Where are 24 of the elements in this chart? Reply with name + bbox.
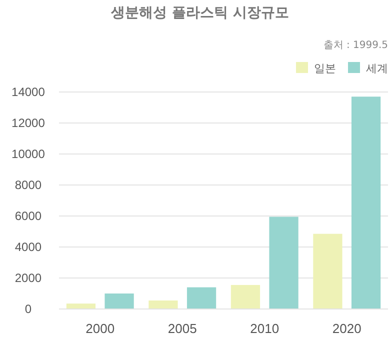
bar (104, 294, 134, 309)
bar (66, 304, 96, 309)
y-tick-label: 14000 (12, 84, 46, 99)
y-tick-label: 0 (24, 302, 32, 316)
x-tick-label: 2000 (86, 320, 115, 336)
y-tick-label: 12000 (12, 116, 46, 130)
bar (186, 287, 216, 309)
legend-label: 세계 (366, 62, 388, 75)
bar (313, 234, 342, 309)
bar (230, 284, 260, 309)
y-tick-label: 8000 (14, 178, 42, 192)
chart-title: 생분해성 플라스틱 시장규모 (110, 5, 289, 21)
x-tick-label: 2005 (168, 320, 197, 336)
bar (351, 96, 381, 309)
y-tick-label: 4000 (14, 240, 42, 254)
source-note: 출처 : 1999.5 (323, 40, 388, 51)
x-tick-label: 2020 (332, 320, 362, 336)
y-tick-label: 10000 (12, 146, 46, 161)
bar (148, 300, 178, 309)
y-tick-label: 2000 (14, 270, 42, 285)
x-tick-label: 2010 (250, 320, 280, 336)
bar (269, 216, 298, 309)
legend-label: 일본 (314, 62, 336, 75)
y-tick-label: 6000 (14, 208, 42, 223)
